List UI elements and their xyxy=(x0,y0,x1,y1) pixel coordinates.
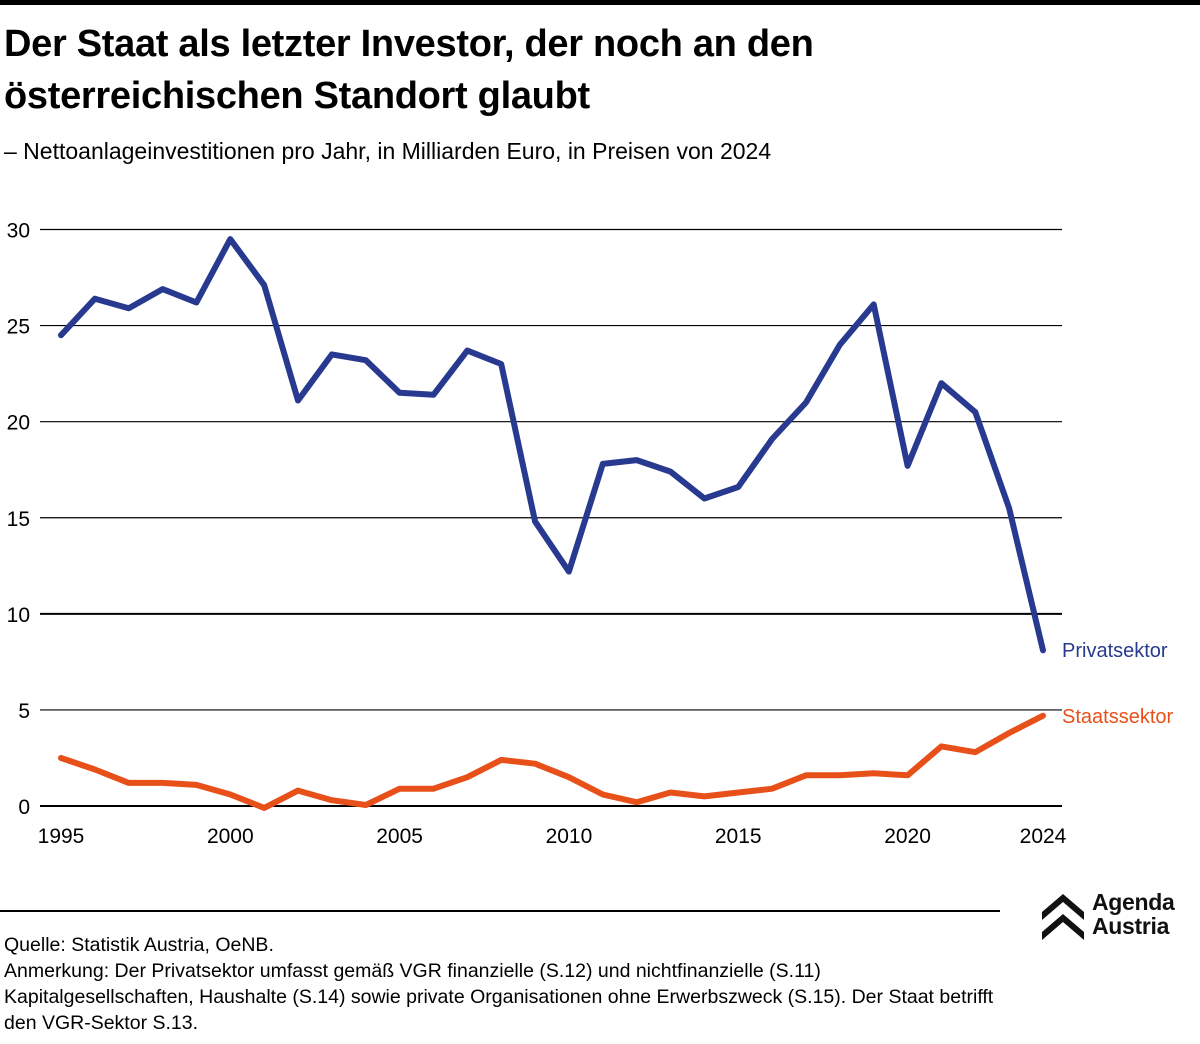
y-tick-label: 10 xyxy=(7,604,30,627)
gridlines xyxy=(40,228,1062,807)
x-axis-ticks: 1995 2000 2005 2010 2015 2020 2024 xyxy=(38,825,1067,848)
y-tick-label: 15 xyxy=(7,508,30,531)
x-tick-label: 2005 xyxy=(376,825,423,848)
x-tick-label: 2015 xyxy=(715,825,762,848)
logo-line-1: Agenda xyxy=(1092,889,1175,915)
series-line-staatssektor xyxy=(58,712,1046,811)
x-tick-label: 1995 xyxy=(38,825,85,848)
y-axis-ticks: 0 5 10 15 20 25 30 xyxy=(7,220,30,820)
y-tick-label: 30 xyxy=(7,220,30,243)
x-tick-label: 2024 xyxy=(1020,825,1067,848)
chart-subtitle: – Nettoanlageinvestitionen pro Jahr, in … xyxy=(4,138,772,164)
logo-text: Agenda Austria xyxy=(1092,890,1175,938)
footer: Quelle: Statistik Austria, OeNB. Anmerku… xyxy=(4,932,1004,1036)
series-label-privatsektor: Privatsektor xyxy=(1062,640,1168,662)
y-tick-label: 25 xyxy=(7,316,30,339)
logo-line-2: Austria xyxy=(1092,913,1170,939)
series-line-privatsektor xyxy=(58,236,1046,654)
y-tick-label: 0 xyxy=(18,796,30,819)
x-tick-label: 2000 xyxy=(207,825,254,848)
double-chevron-up-icon xyxy=(1042,894,1084,940)
x-tick-label: 2020 xyxy=(884,825,931,848)
series-lines xyxy=(58,236,1046,811)
y-tick-label: 5 xyxy=(18,700,30,723)
series-labels: Privatsektor Staatssektor xyxy=(1062,640,1174,728)
top-bar xyxy=(0,0,1200,5)
x-tick-label: 2010 xyxy=(546,825,593,848)
series-label-staatssektor: Staatssektor xyxy=(1062,706,1174,728)
agenda-austria-logo: Agenda Austria xyxy=(1040,890,1200,942)
y-tick-label: 20 xyxy=(7,412,30,435)
footer-divider xyxy=(0,910,1000,912)
annotation-note: Anmerkung: Der Privatsektor umfasst gemä… xyxy=(4,960,994,1034)
source-note: Quelle: Statistik Austria, OeNB. xyxy=(4,934,274,956)
chart-title: Der Staat als letzter Investor, der noch… xyxy=(4,23,814,117)
line-chart: 0 5 10 15 20 25 30 1995 2000 2005 2010 2015 2020 202… xyxy=(7,220,1174,849)
